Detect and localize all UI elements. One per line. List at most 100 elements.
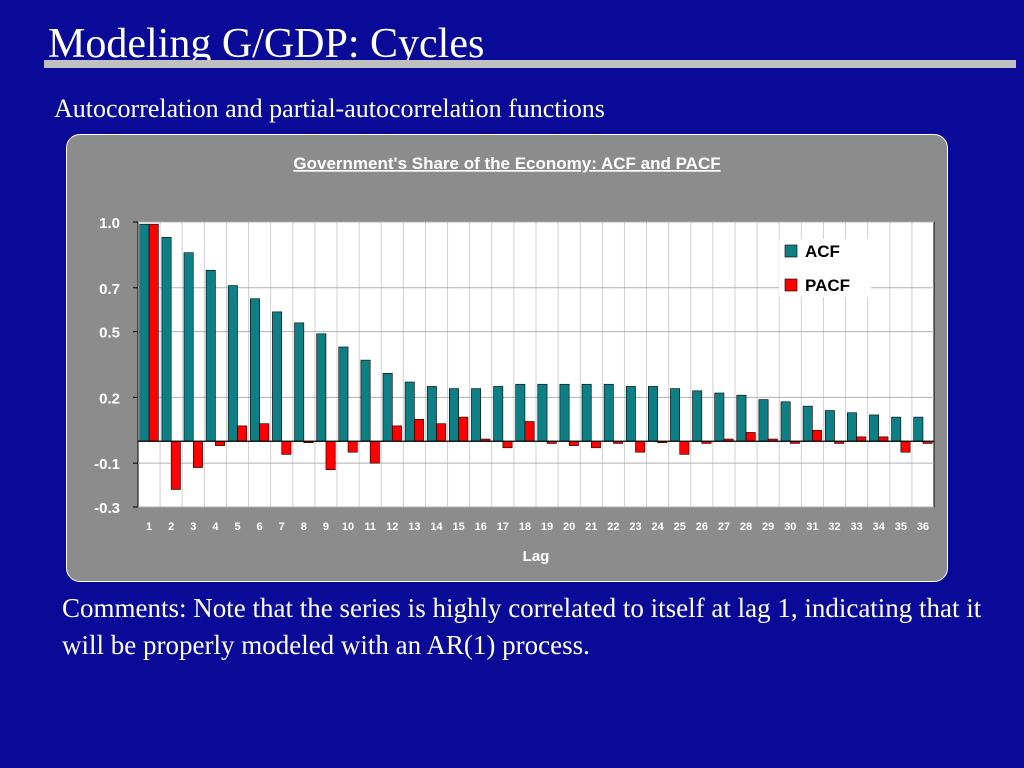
acf-bar <box>847 412 857 442</box>
x-tick-label: 11 <box>364 521 376 533</box>
x-tick-label: 23 <box>629 521 641 533</box>
title-rule <box>44 60 1016 68</box>
acf-bar <box>382 372 393 442</box>
x-tick-label: 15 <box>452 521 464 533</box>
x-tick-label: 13 <box>408 521 420 533</box>
acf-bar <box>692 390 703 442</box>
acf-bar <box>581 383 592 442</box>
pacf-bar <box>590 440 601 449</box>
pacf-bar <box>391 425 402 442</box>
pacf-bar <box>679 440 690 455</box>
pacf-bar <box>215 440 225 446</box>
acf-bar <box>736 394 747 442</box>
x-tick-label: 24 <box>651 521 664 533</box>
acf-bar <box>139 223 150 442</box>
pacf-bar <box>148 223 159 442</box>
acf-bar <box>780 401 791 442</box>
acf-bar <box>714 392 725 442</box>
pacf-bar <box>856 436 867 442</box>
y-tick-label: 0.5 <box>99 325 120 342</box>
x-tick-label: 10 <box>342 521 354 533</box>
slide-title: Modeling G/GDP: Cycles <box>48 21 485 67</box>
acf-bar <box>316 333 327 442</box>
pacf-bar <box>369 440 380 464</box>
acf-bar <box>161 237 172 442</box>
acf-bar <box>515 383 526 442</box>
acf-bar <box>537 383 548 442</box>
pacf-bar <box>900 440 911 453</box>
acf-bar <box>891 416 902 442</box>
x-tick-label: 27 <box>718 521 730 533</box>
x-tick-label: 6 <box>257 521 263 533</box>
acf-bar <box>471 388 482 442</box>
pacf-bar <box>281 440 292 455</box>
y-tick-label: 0.2 <box>99 390 120 407</box>
acf-bar <box>426 386 437 442</box>
x-tick-label: 8 <box>301 521 307 533</box>
x-axis-label: Lag <box>523 548 550 565</box>
x-tick-label: 30 <box>784 521 796 533</box>
x-tick-label: 33 <box>850 521 862 533</box>
chart-panel: Government's Share of the Economy: ACF a… <box>66 134 948 582</box>
x-tick-label: 16 <box>475 521 487 533</box>
acf-bar <box>869 414 880 442</box>
x-tick-label: 36 <box>917 521 929 533</box>
x-tick-label: 28 <box>740 521 752 533</box>
pacf-bar <box>325 440 336 471</box>
x-tick-label: 18 <box>519 521 531 533</box>
y-tick-label: -0.3 <box>94 500 120 517</box>
acf-bar <box>603 383 614 442</box>
comments-text: Comments: Note that the series is highly… <box>62 593 982 660</box>
pacf-bar <box>259 423 270 442</box>
acf-bar <box>205 269 216 442</box>
x-tick-label: 29 <box>762 521 774 533</box>
pacf-bar <box>568 440 579 446</box>
pacf-bar <box>878 436 889 442</box>
x-tick-label: 9 <box>323 521 329 533</box>
pacf-bar <box>237 425 248 442</box>
x-tick-label: 19 <box>541 521 553 533</box>
acf-bar <box>294 322 305 442</box>
acf-bar <box>758 399 769 442</box>
x-tick-label: 26 <box>696 521 708 533</box>
pacf-bar <box>170 440 181 490</box>
x-tick-label: 4 <box>212 521 219 533</box>
x-tick-label: 1 <box>146 521 152 533</box>
acf-bar <box>449 388 459 442</box>
acf-pacf-chart: Government's Share of the Economy: ACF a… <box>94 154 935 565</box>
x-tick-label: 5 <box>234 521 240 533</box>
pacf-bar <box>502 440 513 449</box>
acf-bar <box>625 386 636 442</box>
x-tick-label: 2 <box>168 521 174 533</box>
x-tick-label: 14 <box>430 521 443 533</box>
pacf-bar <box>745 432 756 442</box>
x-tick-label: 17 <box>497 521 509 533</box>
x-tick-label: 31 <box>806 521 818 533</box>
x-tick-label: 21 <box>585 521 597 533</box>
acf-bar <box>338 346 349 442</box>
y-tick-label: 0.7 <box>99 281 120 298</box>
pacf-bar <box>635 440 646 453</box>
x-tick-label: 22 <box>607 521 619 533</box>
legend-swatch-pacf <box>784 278 798 292</box>
x-tick-label: 25 <box>674 521 686 533</box>
x-tick-label: 20 <box>563 521 575 533</box>
pacf-bar <box>812 429 822 442</box>
legend-label-pacf: PACF <box>805 276 850 295</box>
y-tick-label: -0.1 <box>94 456 120 473</box>
x-tick-label: 35 <box>895 521 907 533</box>
acf-bar <box>802 405 813 442</box>
pacf-bar <box>347 440 358 453</box>
y-tick-label: 1.0 <box>99 215 120 232</box>
x-tick-label: 7 <box>279 521 285 533</box>
x-tick-label: 34 <box>873 521 886 533</box>
slide-subtitle: Autocorrelation and partial-autocorrelat… <box>54 94 605 123</box>
acf-bar <box>648 386 658 442</box>
x-tick-label: 12 <box>386 521 398 533</box>
pacf-bar <box>458 416 469 442</box>
x-tick-label: 32 <box>828 521 840 533</box>
acf-bar <box>670 388 681 442</box>
acf-bar <box>559 383 570 442</box>
chart-title: Government's Share of the Economy: ACF a… <box>293 154 720 173</box>
pacf-bar <box>436 423 447 442</box>
